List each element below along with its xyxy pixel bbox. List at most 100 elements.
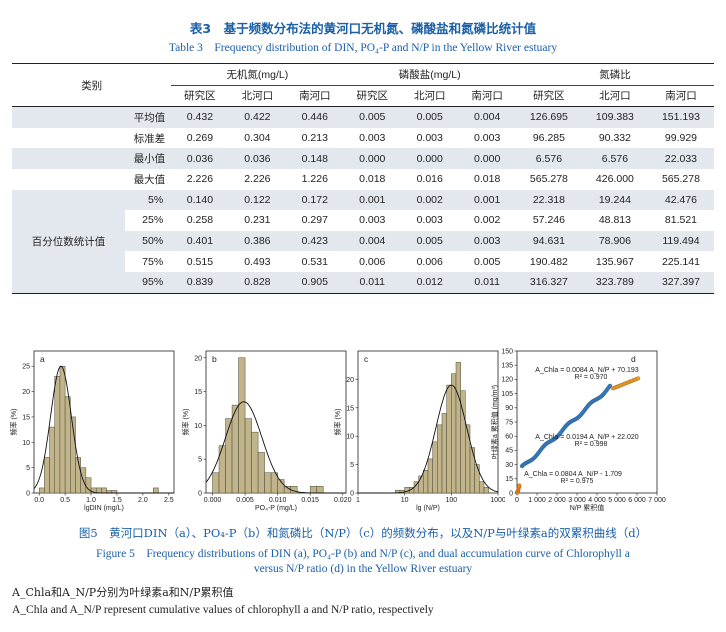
- x-tick-label: 0.005: [236, 497, 254, 504]
- histogram-bar: [257, 452, 265, 494]
- table-cell: 99.929: [647, 127, 714, 149]
- table-caption-en: Table 3 Frequency distribution of DIN, P…: [168, 42, 558, 54]
- x-tick-label: 4 000: [588, 497, 606, 504]
- table-row: 95% 0.839 0.828 0.905 0.011 0.012 0.011 316.327…: [12, 271, 714, 294]
- table-cell: 57.246: [515, 210, 582, 231]
- regression-r2: R² = 0.998: [575, 441, 608, 448]
- histogram-bar: [465, 424, 471, 494]
- histogram-bar: [38, 487, 45, 494]
- histogram-bar: [49, 426, 55, 494]
- table-cell: 2.226: [171, 168, 229, 190]
- histogram-bar: [446, 384, 452, 494]
- table-header-row: 类别 无机氮(mg/L) 磷酸盐(mg/L) 氮磷比: [12, 62, 714, 108]
- table-cell: 109.383: [581, 106, 648, 128]
- panel-letter: d: [631, 354, 636, 364]
- table-row: 最大值 2.226 2.226 1.226 0.018 0.016 0.018 565.278…: [12, 168, 714, 190]
- x-tick-label: 2.5: [164, 497, 174, 504]
- subheader-cell: 南河口: [647, 85, 714, 108]
- x-tick-label: 6 000: [628, 497, 646, 504]
- table-cell: 0.002: [401, 189, 459, 211]
- histogram-bar: [264, 472, 272, 494]
- percentile-cell: 5%: [124, 189, 172, 211]
- histogram-bar: [212, 472, 220, 494]
- x-tick-label: 5 000: [608, 497, 626, 504]
- table-cell: 22.318: [515, 189, 582, 211]
- table-row: 50% 0.401 0.386 0.423 0.004 0.005 0.003 94.631 7…: [12, 230, 714, 252]
- table-cell: 119.494: [647, 230, 714, 252]
- group-header: 磷酸盐(mg/L): [343, 63, 516, 86]
- table-cell: 0.515: [171, 251, 229, 272]
- table-cell: 316.327: [515, 271, 582, 294]
- table-cell: 6.576: [581, 148, 648, 169]
- histogram-bar: [238, 357, 246, 494]
- y-tick-label: 5: [198, 457, 202, 464]
- table-cell: 0.012: [401, 271, 459, 294]
- table-cell: 0.172: [286, 189, 344, 211]
- table-cell: 0.269: [171, 127, 229, 149]
- table-cell: 0.839: [171, 271, 229, 294]
- x-tick-label: 0.000: [204, 497, 222, 504]
- table-cell: 0.036: [171, 148, 229, 169]
- y-tick-label: 90: [505, 405, 513, 412]
- table-cell: 0.011: [458, 271, 516, 294]
- y-tick-label: 25: [22, 364, 30, 371]
- y-axis-label: 频率 (%): [9, 409, 18, 436]
- table-cell: 0.297: [286, 210, 344, 231]
- table-cell: 190.482: [515, 251, 582, 272]
- panel-letter: b: [212, 354, 217, 364]
- x-tick-label: 10: [401, 497, 409, 504]
- table-subheader-row: 研究区 北河口 南河口 研究区 北河口 南河口 研究区 北河口 南河口: [12, 85, 714, 108]
- histogram-bar: [231, 404, 239, 494]
- y-tick-label: 15: [505, 476, 513, 483]
- figure-caption-en-line1: Figure 5 Frequency distributions of DIN …: [96, 548, 630, 560]
- histogram-bar: [469, 447, 475, 494]
- histogram-bar: [427, 458, 433, 494]
- histogram-bar: [70, 416, 76, 494]
- subheader-cell: 研究区: [343, 85, 401, 108]
- table-cell: 0.258: [171, 210, 229, 231]
- table-cell: 0.036: [228, 148, 287, 169]
- category-header: 类别: [12, 62, 172, 108]
- table-row: 标准差 0.269 0.304 0.213 0.003 0.003 0.003 96.285 9…: [12, 127, 714, 149]
- y-tick-label: 0: [509, 490, 513, 497]
- y-tick-label: 60: [505, 434, 513, 441]
- table-row: 25% 0.258 0.231 0.297 0.003 0.003 0.002 57.246 4…: [12, 210, 714, 231]
- x-tick-label: 2 000: [548, 497, 566, 504]
- table-cell: 0.016: [401, 168, 459, 190]
- y-tick-label: 105: [501, 391, 513, 398]
- table-cell: 42.476: [647, 189, 714, 211]
- x-tick-label: 0.020: [334, 497, 352, 504]
- x-axis-label: N/P 累积值: [570, 503, 605, 512]
- table-cell: 565.278: [515, 168, 582, 190]
- table-cell: 0.003: [458, 230, 516, 252]
- table-cell: 0.004: [458, 106, 516, 128]
- x-tick-label: 0.0: [34, 497, 44, 504]
- table-cell: 0.828: [228, 271, 287, 294]
- percentile-cell: 75%: [124, 251, 172, 272]
- table-cell: 0.003: [401, 127, 459, 149]
- group-header: 无机氮(mg/L): [171, 63, 344, 86]
- y-tick-label: 10: [194, 423, 202, 430]
- table-cell: 0.401: [171, 230, 229, 252]
- group-header: 氮磷比: [515, 63, 714, 86]
- table-cell: 0.002: [458, 210, 516, 231]
- y-tick-label: 15: [22, 414, 30, 421]
- table-cell: 78.906: [581, 230, 648, 252]
- x-tick-label: 1.0: [86, 497, 96, 504]
- scatter-point-low: [517, 483, 522, 488]
- histogram-bar: [101, 487, 107, 494]
- table-cell: 0.005: [401, 106, 459, 128]
- table-cell: 0.000: [401, 148, 459, 169]
- table-cell: 0.003: [458, 127, 516, 149]
- x-tick-label: 2.0: [138, 497, 148, 504]
- table-cell: 0.011: [343, 271, 401, 294]
- panel-letter: a: [40, 354, 45, 364]
- table-cell: 48.813: [581, 210, 648, 231]
- table-cell: 0.531: [286, 251, 344, 272]
- row-label: 最小值: [12, 148, 172, 169]
- figure-note-zh: A_Chla和A_N/P分别为叶绿素a和N/P累积值: [12, 586, 234, 599]
- table-cell: 0.432: [171, 106, 229, 128]
- scatter-point-mid: [607, 383, 613, 388]
- histogram-bar: [225, 418, 233, 494]
